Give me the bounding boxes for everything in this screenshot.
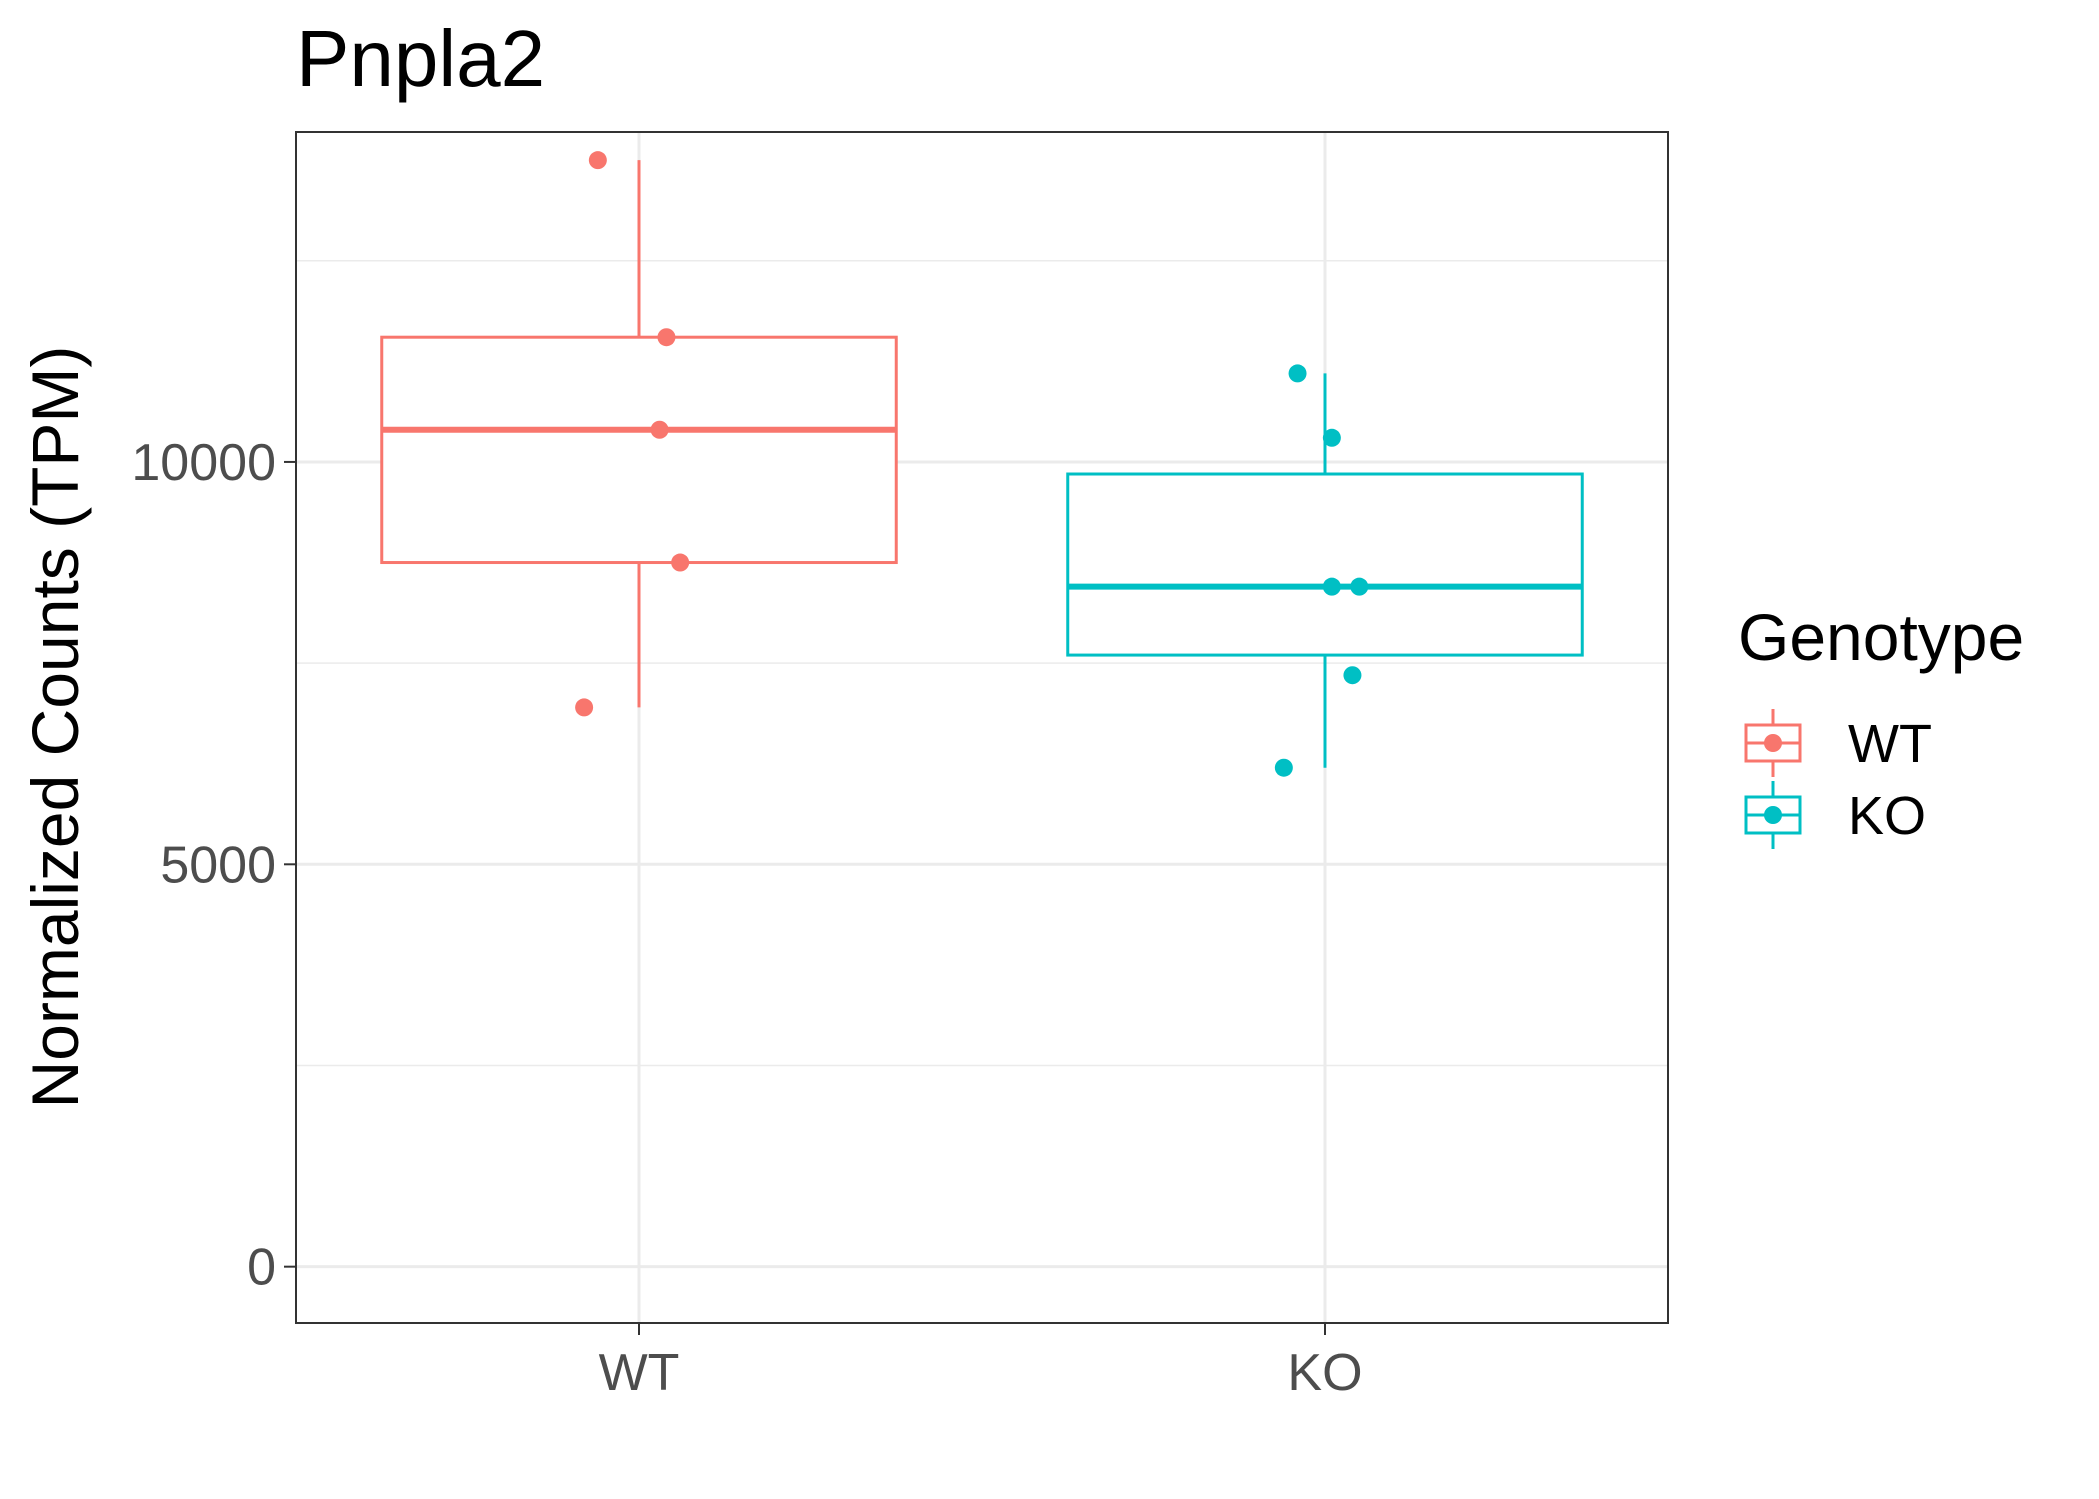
y-tick-label: 5000 [160, 836, 276, 894]
x-tick-label: WT [599, 1344, 680, 1402]
legend-label: WT [1848, 714, 1932, 774]
data-point-wt [657, 328, 676, 347]
x-axis: WT KO [599, 1323, 1363, 1402]
legend: Genotype WT KO [1738, 600, 2024, 849]
interquartile-box [380, 335, 898, 565]
legend-title: Genotype [1738, 600, 2024, 674]
data-point-wt [588, 151, 607, 170]
data-point-wt [650, 420, 669, 439]
boxes-layer [380, 160, 1584, 768]
y-tick-label: 0 [247, 1239, 276, 1297]
legend-key-point [1764, 734, 1782, 752]
data-point-wt [671, 553, 690, 572]
y-tick-label: 10000 [131, 434, 276, 492]
data-point-ko [1288, 364, 1307, 383]
box-wt [380, 160, 898, 708]
panel-border [295, 131, 1669, 1324]
points-layer [575, 151, 1369, 777]
box-ko [1066, 373, 1584, 768]
x-tick-label: KO [1287, 1344, 1362, 1402]
plot-panel [296, 132, 1668, 1323]
data-point-ko [1274, 758, 1293, 777]
chart-title: Pnpla2 [296, 14, 545, 103]
data-point-ko [1322, 428, 1341, 447]
legend-entry-ko: KO [1744, 781, 1926, 849]
y-axis-label: Normalized Counts (TPM) [18, 346, 92, 1109]
legend-entry-wt: WT [1744, 709, 1932, 777]
data-point-wt [575, 698, 594, 717]
y-axis: 0 5000 10000 [131, 434, 296, 1297]
data-point-ko [1343, 666, 1362, 685]
data-point-ko [1322, 577, 1341, 596]
data-point-ko [1350, 577, 1369, 596]
legend-label: KO [1848, 786, 1926, 846]
interquartile-box [1066, 472, 1584, 657]
legend-key-point [1764, 806, 1782, 824]
